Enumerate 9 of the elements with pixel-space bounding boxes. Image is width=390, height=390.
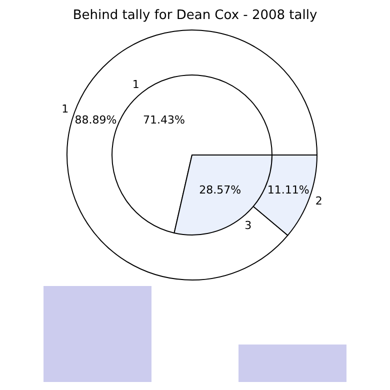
data-label: 88.89%	[74, 113, 117, 126]
slice-label: 2	[315, 194, 322, 208]
slice-label: 3	[244, 218, 252, 232]
slice-label: 1	[62, 102, 69, 116]
slice-label: 1	[132, 78, 140, 92]
data-label: 11.11%	[267, 184, 310, 197]
data-label: 71.43%	[142, 113, 185, 126]
chart-title: Behind tally for Dean Cox - 2008 tally	[72, 8, 318, 23]
data-label: 28.57%	[199, 184, 242, 197]
